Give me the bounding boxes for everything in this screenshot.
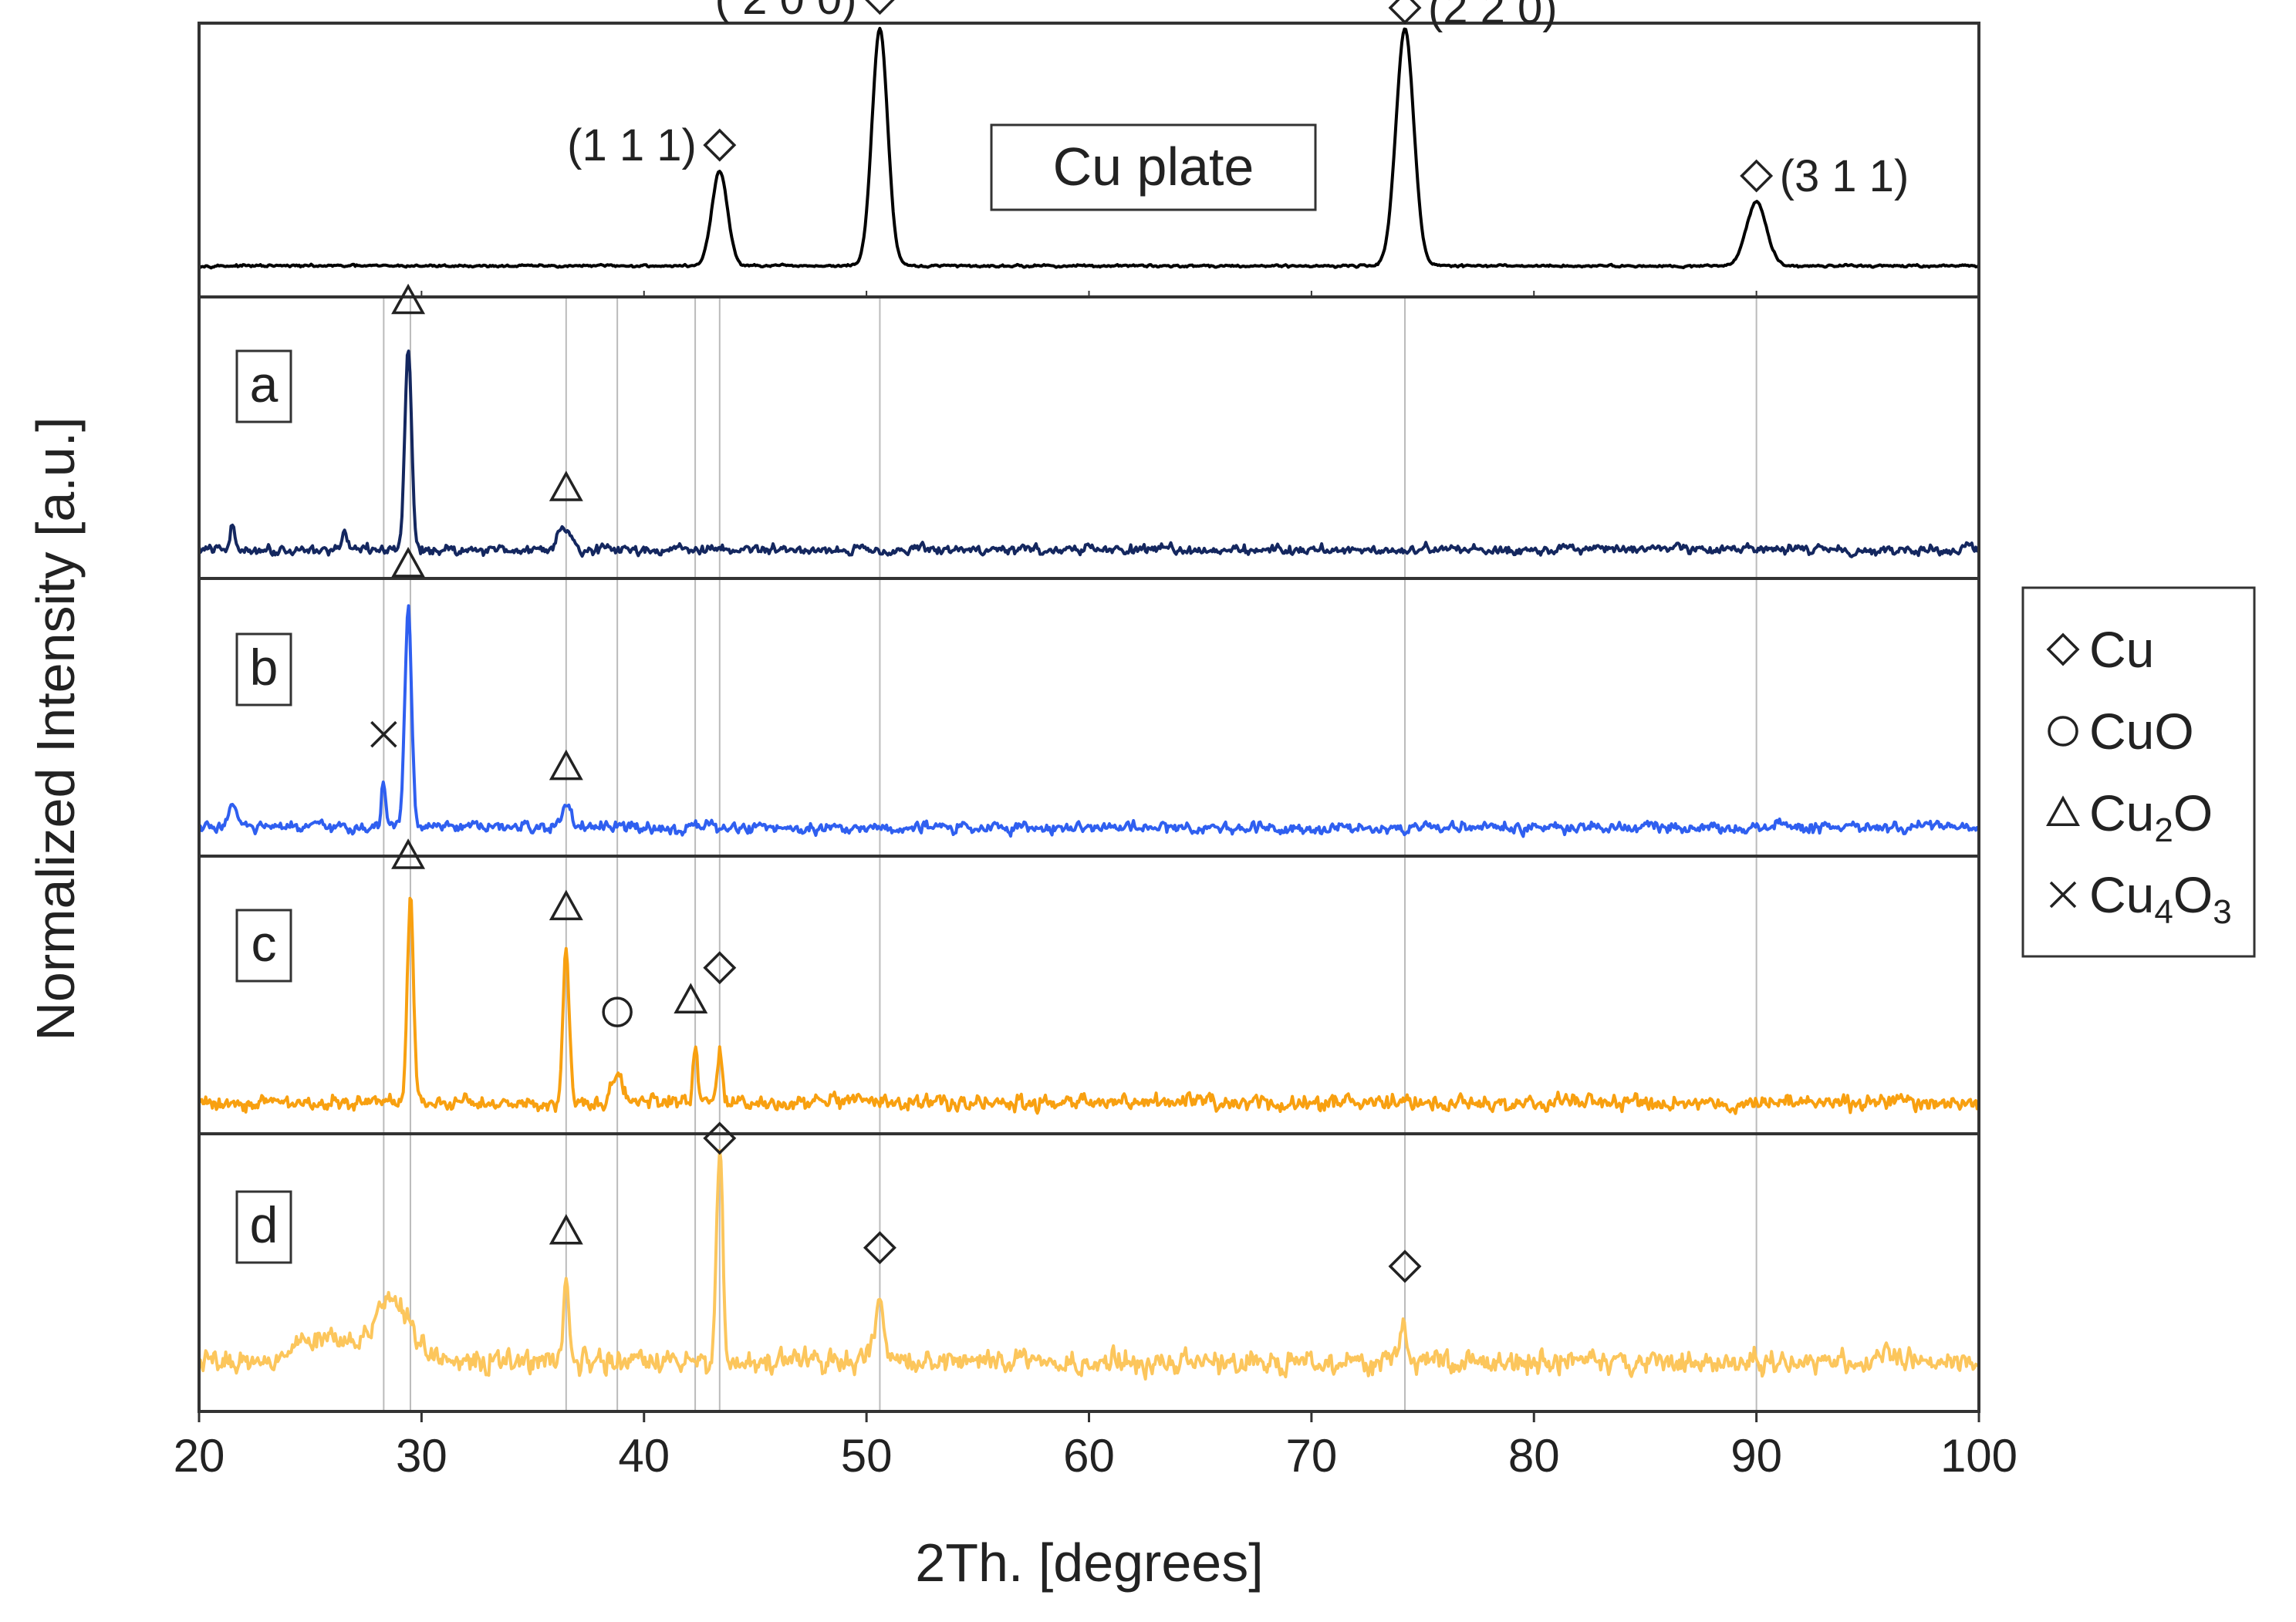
legend-text-part: O xyxy=(2173,866,2213,923)
diamond-icon xyxy=(703,951,737,985)
legend-label: Cu2O xyxy=(2089,784,2213,849)
panel-label-b: b xyxy=(250,639,279,696)
plot-frame xyxy=(198,22,1980,1413)
series-c xyxy=(198,896,1980,1115)
series-cu-plate xyxy=(198,26,1980,270)
legend-subscript: 4 xyxy=(2154,893,2173,931)
panel-label-box-d xyxy=(235,1190,292,1264)
legend-subscript: 2 xyxy=(2154,811,2173,849)
series-a xyxy=(198,349,1980,558)
cu-plate-label-box xyxy=(990,123,1317,211)
triangle-icon xyxy=(674,983,708,1013)
panel-labels: Cu plate a b c d xyxy=(235,123,1317,1264)
y-axis-title: Normalized Intensity [a.u.] xyxy=(25,416,86,1040)
reference-gridlines xyxy=(383,291,1757,1411)
peak-label: ( 2 0 0) xyxy=(715,0,857,24)
x-tick-label: 20 xyxy=(174,1430,225,1482)
panel-label-box-c xyxy=(235,909,292,983)
peak-label: (1 1 1) xyxy=(567,120,697,170)
series-d xyxy=(198,1148,1980,1381)
triangle-icon xyxy=(549,1213,583,1245)
diamond-icon xyxy=(703,128,737,162)
legend-text-part: O xyxy=(2173,784,2213,841)
panel-frames xyxy=(198,22,1980,1413)
x-tick-label: 100 xyxy=(1940,1430,2017,1482)
diamond-icon xyxy=(1388,1249,1422,1283)
xrd-patterns xyxy=(198,26,1980,1381)
diamond-icon xyxy=(1740,159,1774,193)
diamond-icon xyxy=(863,1231,896,1265)
triangle-icon xyxy=(549,749,583,781)
x-tick-label: 70 xyxy=(1286,1430,1338,1482)
x-axis: 20 30 40 50 60 70 80 90 100 xyxy=(174,1411,2017,1482)
diamond-icon xyxy=(1388,0,1422,25)
circle-icon xyxy=(2048,716,2078,747)
triangle-icon xyxy=(391,838,426,869)
panel-label-box-b xyxy=(235,632,292,706)
cross-icon xyxy=(2049,881,2077,909)
x-axis-title: 2Th. [degrees] xyxy=(915,1533,1263,1593)
triangle-icon xyxy=(2046,795,2080,826)
panel-label-d: d xyxy=(250,1196,279,1253)
legend-label: Cu4O3 xyxy=(2089,866,2232,931)
peak-label: (2 2 0) xyxy=(1428,0,1558,33)
x-tick-label: 90 xyxy=(1730,1430,1782,1482)
diamond-icon xyxy=(2046,632,2080,666)
x-tick-label: 50 xyxy=(841,1430,893,1482)
legend-label: CuO xyxy=(2089,703,2194,760)
circle-icon xyxy=(602,996,633,1027)
panel-label-a: a xyxy=(250,356,279,413)
cross-stroke xyxy=(370,720,397,748)
cross-stroke xyxy=(2049,881,2077,909)
triangle-icon xyxy=(549,889,583,921)
legend-label: Cu xyxy=(2089,621,2154,678)
cross-icon xyxy=(370,720,397,748)
x-tick-label: 30 xyxy=(396,1430,447,1482)
peak-label: (3 1 1) xyxy=(1780,151,1909,201)
triangle-icon xyxy=(391,283,426,315)
panel-label-c: c xyxy=(252,915,277,972)
panel-label-box-a xyxy=(235,349,292,423)
diamond-icon xyxy=(865,0,895,15)
series-b xyxy=(198,604,1980,838)
x-tick-label: 80 xyxy=(1508,1430,1560,1482)
legend-text-part: Cu xyxy=(2089,866,2154,923)
diamond-icon xyxy=(703,1121,737,1155)
cu-plate-label: Cu plate xyxy=(1053,137,1254,197)
legend-text-part: Cu xyxy=(2089,784,2154,841)
x-tick-label: 60 xyxy=(1063,1430,1115,1482)
legend-subscript: 3 xyxy=(2213,893,2231,931)
x-tick-label: 40 xyxy=(618,1430,670,1482)
triangle-icon xyxy=(391,547,426,578)
triangle-icon xyxy=(549,470,583,501)
peak-annotations: (1 1 1) ( 2 0 0) (2 2 0) (3 1 1) xyxy=(370,0,1909,1283)
